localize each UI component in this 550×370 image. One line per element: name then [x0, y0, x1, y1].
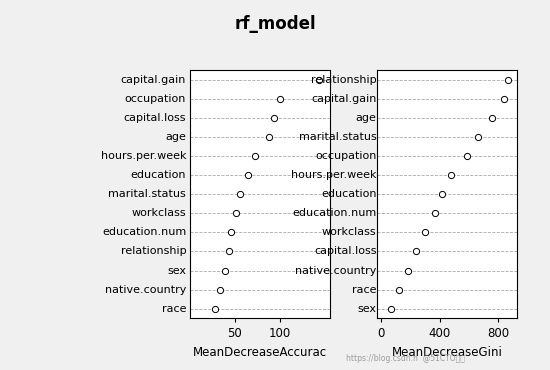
Text: rf_model: rf_model — [234, 15, 316, 33]
Text: workclass: workclass — [131, 208, 186, 218]
Text: capital.loss: capital.loss — [124, 113, 186, 123]
Point — [270, 115, 278, 121]
Text: occupation: occupation — [125, 94, 186, 104]
Point — [412, 249, 421, 255]
Text: https://blog.csdn.n  @51CTO博客: https://blog.csdn.n @51CTO博客 — [346, 354, 465, 363]
Text: capital.gain: capital.gain — [121, 75, 186, 85]
Point — [499, 96, 508, 102]
Text: native.country: native.country — [104, 285, 186, 295]
Point — [243, 172, 252, 178]
Text: hours.per.week: hours.per.week — [291, 170, 377, 180]
Point — [211, 306, 219, 312]
Text: education: education — [131, 170, 186, 180]
Point — [386, 306, 395, 312]
Point — [250, 153, 259, 159]
Point — [232, 211, 240, 216]
X-axis label: MeanDecreaseGini: MeanDecreaseGini — [392, 346, 502, 359]
Text: age: age — [165, 132, 186, 142]
Point — [315, 77, 323, 83]
Point — [236, 191, 245, 197]
Text: race: race — [162, 304, 186, 314]
Text: race: race — [352, 285, 377, 295]
Point — [431, 211, 439, 216]
Point — [421, 229, 430, 235]
Point — [215, 287, 224, 293]
Text: education.num: education.num — [293, 208, 377, 218]
Point — [395, 287, 404, 293]
Text: marital.status: marital.status — [299, 132, 377, 142]
Point — [504, 77, 513, 83]
Text: education: education — [321, 189, 377, 199]
Point — [473, 134, 482, 140]
Point — [463, 153, 472, 159]
Text: workclass: workclass — [322, 228, 377, 238]
Point — [227, 229, 236, 235]
Text: native.country: native.country — [295, 266, 377, 276]
Text: marital.status: marital.status — [108, 189, 186, 199]
Point — [276, 96, 285, 102]
Point — [438, 191, 447, 197]
Point — [488, 115, 497, 121]
Text: sex: sex — [167, 266, 186, 276]
Text: relationship: relationship — [311, 75, 377, 85]
Text: education.num: education.num — [102, 228, 186, 238]
Point — [224, 249, 233, 255]
X-axis label: MeanDecreaseAccurac: MeanDecreaseAccurac — [193, 346, 327, 359]
Point — [221, 268, 229, 273]
Text: capital.loss: capital.loss — [314, 246, 377, 256]
Text: sex: sex — [358, 304, 377, 314]
Point — [404, 268, 412, 273]
Text: hours.per.week: hours.per.week — [101, 151, 186, 161]
Text: relationship: relationship — [120, 246, 186, 256]
Text: occupation: occupation — [315, 151, 377, 161]
Text: capital.gain: capital.gain — [311, 94, 377, 104]
Text: age: age — [356, 113, 377, 123]
Point — [447, 172, 455, 178]
Point — [265, 134, 274, 140]
